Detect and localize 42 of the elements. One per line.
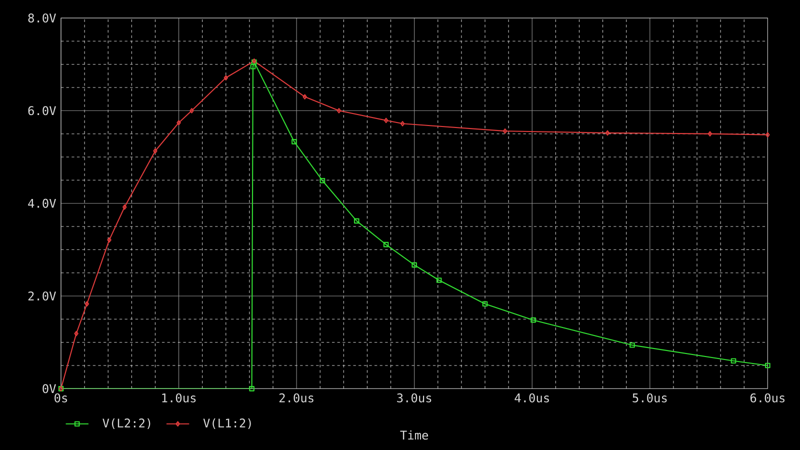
point [384, 118, 388, 124]
point [436, 278, 442, 283]
point [412, 262, 417, 268]
point [176, 120, 181, 126]
point [630, 342, 635, 348]
x-tick-label: 6.0us [750, 393, 784, 402]
point [302, 94, 307, 100]
point [730, 358, 736, 364]
y-tick-label: 8.0V [28, 13, 56, 23]
legend-label: V(L2:2) [102, 418, 150, 429]
x-tick-label: 2.0us [279, 393, 314, 402]
point [482, 301, 488, 307]
legend-label: V(L1:2) [203, 418, 251, 429]
point [383, 242, 389, 248]
x-tick-label: 3.0us [397, 393, 432, 402]
x-tick-label: 4.0us [514, 393, 549, 402]
point [153, 148, 158, 154]
point [336, 108, 342, 114]
point [224, 75, 228, 80]
point [708, 131, 712, 136]
point [502, 128, 508, 134]
point [190, 108, 194, 114]
point [292, 139, 297, 144]
x-axis-title: Time [400, 430, 428, 440]
point [249, 386, 254, 392]
point [400, 120, 405, 126]
y-tick-label: 0V [42, 384, 56, 394]
x-tick-label: 5.0us [632, 393, 667, 402]
point [530, 317, 536, 323]
x-tick-label: 0s [54, 393, 68, 402]
y-tick-label: 6.0V [28, 106, 56, 116]
point [605, 130, 610, 136]
point [74, 330, 78, 336]
point [354, 218, 360, 224]
point [320, 178, 326, 184]
point [250, 64, 256, 70]
x-tick-label: 1.0us [162, 393, 196, 402]
point [122, 204, 127, 210]
y-tick-label: 2.0V [28, 291, 56, 301]
point [107, 237, 112, 243]
point [84, 301, 90, 307]
y-tick-label: 4.0V [28, 198, 56, 208]
